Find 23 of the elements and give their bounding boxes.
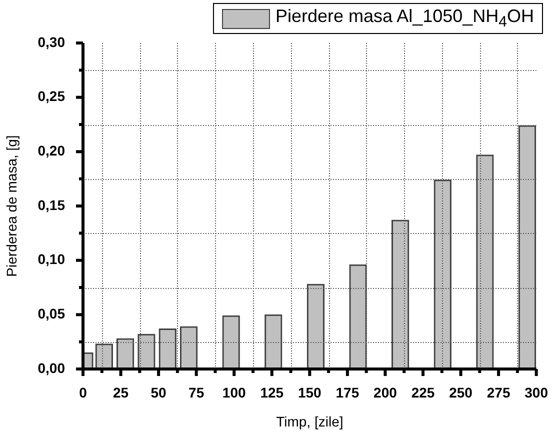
y-tick-label: 0,20 — [38, 142, 66, 159]
y-tick-label: 0,15 — [38, 196, 66, 213]
x-tick-label: 0 — [79, 384, 88, 400]
x-tick-label: 150 — [298, 384, 322, 400]
x-tick-label: 225 — [411, 384, 435, 400]
y-tick-label: 0,00 — [38, 360, 66, 376]
y-tick-label: 0,30 — [38, 34, 66, 50]
x-tick-label: 300 — [524, 384, 548, 400]
y-tick-label: 0,05 — [38, 306, 66, 322]
x-tick-label: 75 — [188, 384, 204, 400]
x-tick-label: 50 — [150, 384, 167, 400]
y-tick-label: 0,10 — [38, 251, 66, 268]
x-tick-label: 25 — [112, 384, 129, 400]
x-tick-label: 200 — [374, 384, 398, 400]
y-tick-label: 0,25 — [38, 88, 66, 104]
x-tick-label: 125 — [260, 384, 284, 400]
x-axis-title: Timp, [zile] — [276, 413, 344, 430]
x-tick-label: 100 — [222, 384, 246, 400]
x-tick-label: 250 — [449, 384, 473, 400]
x-tick-label: 275 — [486, 384, 510, 400]
y-axis-title: Pierderea de masa, [g] — [3, 135, 20, 277]
x-tick-label: 175 — [336, 384, 360, 400]
legend-label: Pierdere masa Al_1050_NH$_{4}$OH — [276, 6, 534, 31]
